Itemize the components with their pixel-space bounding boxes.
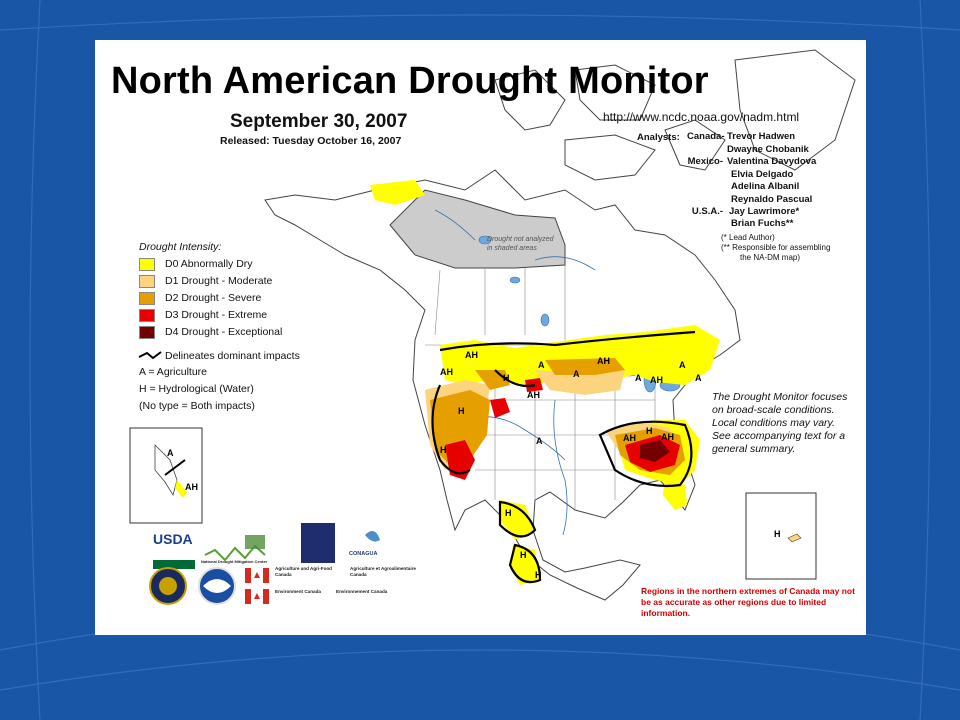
greenland xyxy=(734,49,856,171)
alaska-label-ah: AH xyxy=(185,482,198,492)
map-label: AH xyxy=(597,356,610,366)
analysts-label: Analysts: xyxy=(637,132,680,143)
map-label: AH xyxy=(440,367,453,377)
agri-canada-text: Agriculture and Agri-Food Canada xyxy=(275,566,332,577)
legend-swatch-d2 xyxy=(139,292,155,305)
analyst-footnote: (* Lead Author) xyxy=(721,233,775,242)
legend-swatch-d1 xyxy=(139,275,155,288)
map-label: A xyxy=(635,373,642,383)
analyst-country: Canada- xyxy=(687,131,725,142)
accuracy-warning: Regions in the northern extremes of Cana… xyxy=(641,586,855,618)
map-label: H xyxy=(535,570,542,580)
map-label: AH xyxy=(650,375,663,385)
map-label: H xyxy=(458,406,465,416)
map-label: H xyxy=(505,508,512,518)
analyst-name: Trevor Hadwen xyxy=(727,131,796,142)
conagua-logo-text: CONAGUA xyxy=(349,551,378,557)
analyst-name: Jay Lawrimore* xyxy=(729,206,800,217)
nasa-logo xyxy=(301,523,335,563)
map-date: September 30, 2007 xyxy=(230,111,408,132)
map-label: H xyxy=(440,445,447,455)
legend-swatch-d0 xyxy=(139,258,155,271)
not-analyzed-region xyxy=(389,189,566,269)
impact-line-glyph xyxy=(138,351,162,360)
agri-canada-text-fr: Agriculture et Agroalimentaire Canada xyxy=(350,566,416,577)
map-label: H xyxy=(520,550,527,560)
release-date: Released: Tuesday October 16, 2007 xyxy=(220,135,402,147)
source-url[interactable]: http://www.ncdc.noaa.gov/nadm.html xyxy=(603,110,800,124)
map-label: AH xyxy=(661,432,674,442)
map-label: A xyxy=(538,360,545,370)
legend-swatch-d3 xyxy=(139,309,155,322)
ndmc-logo xyxy=(204,535,266,562)
ndmc-logo-text: National Drought Mitigation Center xyxy=(201,559,268,564)
legend-label-d0: D0 Abnormally Dry xyxy=(165,258,253,270)
analyst-name: Valentina Davydova xyxy=(727,156,817,167)
map-label: AH xyxy=(527,390,540,400)
not-analyzed-label: in shaded areas xyxy=(487,245,537,252)
conagua-logo xyxy=(365,531,380,542)
analyst-name: Brian Fuchs** xyxy=(731,218,794,229)
analyst-footnote: the NA-DM map) xyxy=(740,253,801,262)
map-label: A xyxy=(573,369,580,379)
analyst-name: Reynaldo Pascual xyxy=(731,194,813,205)
map-label: H xyxy=(646,426,653,436)
map-title: North American Drought Monitor xyxy=(111,60,709,102)
not-analyzed-label: Drought not analyzed xyxy=(487,236,554,243)
analyst-name: Dwayne Chobanik xyxy=(727,144,809,155)
impact-agriculture: A = Agriculture xyxy=(139,366,207,378)
map-label: AH xyxy=(465,350,478,360)
env-canada-text-fr: Environnement Canada xyxy=(336,589,388,594)
hawaii-inset xyxy=(745,492,817,580)
legend-swatch-d4 xyxy=(139,326,155,339)
impact-line-label: Delineates dominant impacts xyxy=(165,350,300,362)
map-label: A xyxy=(679,360,686,370)
map-label: A xyxy=(536,436,543,446)
legend-title: Drought Intensity: xyxy=(139,241,222,253)
map-label: AH xyxy=(623,433,636,443)
drought-monitor-note: The Drought Monitor focuses on broad-sca… xyxy=(712,391,848,455)
env-canada-text: Environment Canada xyxy=(275,589,321,594)
analyst-footnote: (** Responsible for assembling xyxy=(721,243,831,252)
legend-label-d1: D1 Drought - Moderate xyxy=(165,275,273,287)
north-america-map xyxy=(129,49,856,605)
hawaii-label-h: H xyxy=(774,529,781,539)
impact-hydrological: H = Hydrological (Water) xyxy=(139,383,254,395)
analyst-country: Mexico- xyxy=(687,156,723,167)
legend-label-d4: D4 Drought - Exceptional xyxy=(165,326,283,338)
map-label: A xyxy=(695,373,702,383)
drought-map-panel: North American Drought Monitor September… xyxy=(95,40,866,635)
analyst-country: U.S.A.- xyxy=(691,206,723,217)
alaska-label-a: A xyxy=(167,448,174,458)
usda-logo-text: USDA xyxy=(153,531,193,547)
arctic-islands xyxy=(494,64,726,181)
legend-label-d2: D2 Drought - Severe xyxy=(165,292,262,304)
map-label: H xyxy=(503,373,510,383)
analyst-name: Adelina Albanil xyxy=(731,181,800,192)
legend-label-d3: D3 Drought - Extreme xyxy=(165,309,268,321)
analyst-name: Elvia Delgado xyxy=(731,169,794,180)
canada-flags xyxy=(245,568,269,604)
impact-both: (No type = Both impacts) xyxy=(139,400,255,412)
usda-logo xyxy=(153,545,195,569)
